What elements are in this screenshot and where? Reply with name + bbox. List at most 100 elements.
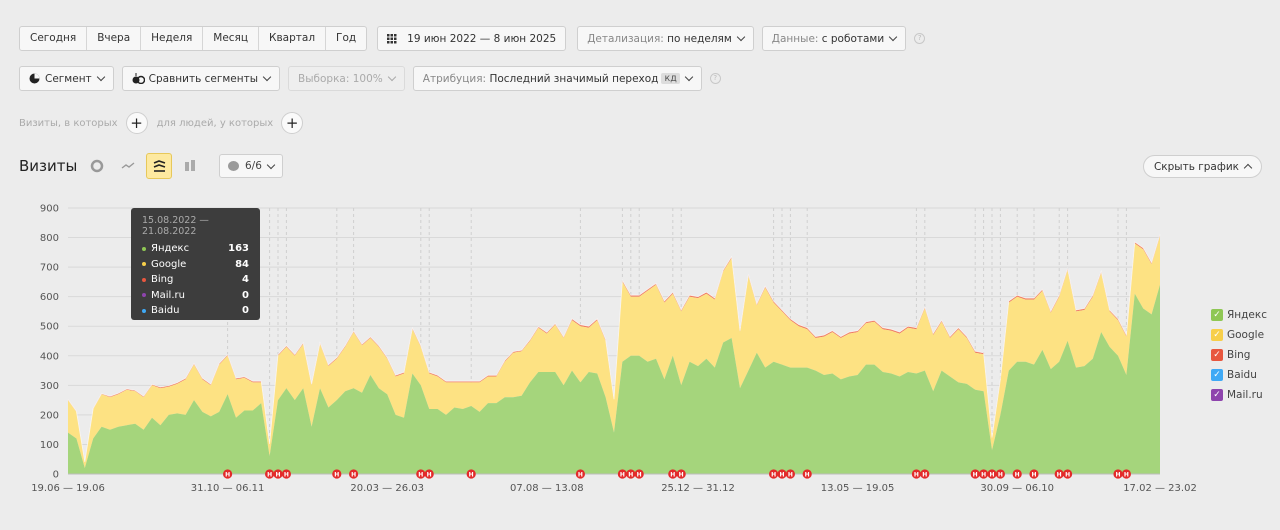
visits-filter-label: Визиты, в которых bbox=[19, 117, 118, 129]
compare-segments-dropdown[interactable]: Сравнить сегменты bbox=[121, 66, 281, 91]
area-chart-toggle[interactable] bbox=[146, 153, 172, 179]
date-range-button[interactable]: 19 июн 2022 — 8 июн 2025 bbox=[377, 26, 567, 51]
legend-item-bing[interactable]: ✓ Bing bbox=[1211, 345, 1267, 365]
note-marker bbox=[979, 469, 989, 479]
note-marker-label: Н bbox=[351, 472, 356, 479]
chevron-down-icon bbox=[266, 160, 276, 169]
note-marker bbox=[332, 469, 342, 479]
info-icon[interactable]: ? bbox=[709, 73, 721, 84]
stacked-area-icon bbox=[153, 160, 165, 172]
y-tick-label: 300 bbox=[40, 381, 59, 392]
sample-dropdown[interactable]: Выборка: 100% bbox=[288, 66, 405, 91]
period-month-button[interactable]: Месяц bbox=[203, 27, 260, 50]
note-marker-label: Н bbox=[922, 472, 927, 479]
legend-label: Яндекс bbox=[1227, 309, 1267, 321]
note-marker bbox=[1121, 469, 1131, 479]
bar-chart-toggle[interactable] bbox=[177, 153, 203, 179]
y-tick-label: 600 bbox=[40, 292, 59, 303]
attribution-label: Атрибуция: bbox=[422, 72, 487, 85]
note-marker bbox=[634, 469, 644, 479]
detail-value: по неделям bbox=[667, 32, 732, 45]
y-tick-label: 900 bbox=[40, 204, 59, 215]
legend-item-mailru[interactable]: ✓ Mail.ru bbox=[1211, 385, 1267, 405]
period-yesterday-button[interactable]: Вчера bbox=[87, 27, 142, 50]
note-marker-label: Н bbox=[1057, 472, 1062, 479]
legend-label: Google bbox=[1227, 329, 1265, 341]
checkbox-icon: ✓ bbox=[1211, 369, 1223, 381]
note-marker-label: Н bbox=[334, 472, 339, 479]
x-tick-label: 25.12 — 31.12 bbox=[661, 483, 735, 494]
note-marker-label: Н bbox=[805, 472, 810, 479]
line-chart-icon bbox=[121, 162, 135, 169]
x-tick-label: 20.03 — 26.03 bbox=[350, 483, 424, 494]
notes-dropdown[interactable]: 6/6 bbox=[219, 154, 283, 178]
segment-label: Сегмент bbox=[45, 72, 92, 85]
note-marker bbox=[777, 469, 787, 479]
x-tick-label: 19.06 — 19.06 bbox=[31, 483, 105, 494]
note-marker bbox=[466, 469, 476, 479]
compare-label: Сравнить сегменты bbox=[148, 72, 259, 85]
y-tick-label: 0 bbox=[53, 470, 59, 481]
note-marker bbox=[281, 469, 291, 479]
tooltip-row-bing: Bing 4 bbox=[142, 272, 249, 288]
segment-dropdown[interactable]: Сегмент bbox=[19, 66, 114, 91]
legend-label: Bing bbox=[1227, 349, 1251, 361]
filter-row: Визиты, в которых + для людей, у которых… bbox=[19, 111, 312, 135]
period-year-button[interactable]: Год bbox=[336, 32, 357, 44]
tooltip-name: Baidu bbox=[151, 305, 180, 317]
note-marker-label: Н bbox=[998, 472, 1003, 479]
series-dot bbox=[142, 277, 146, 282]
legend-item-yandex[interactable]: ✓ Яндекс bbox=[1211, 305, 1267, 325]
tooltip-value: 163 bbox=[228, 243, 249, 255]
note-marker bbox=[1063, 469, 1073, 479]
tooltip-value: 84 bbox=[235, 258, 249, 270]
detail-dropdown[interactable]: Детализация: по неделям bbox=[577, 26, 754, 51]
hide-chart-button[interactable]: Скрыть график bbox=[1142, 155, 1262, 178]
detail-label: Детализация: bbox=[587, 32, 664, 45]
legend-item-google[interactable]: ✓ Google bbox=[1211, 325, 1267, 345]
add-people-filter-button[interactable]: + bbox=[281, 112, 304, 134]
note-marker bbox=[1113, 469, 1123, 479]
line-chart-toggle[interactable] bbox=[115, 153, 141, 179]
series-area-yandex bbox=[68, 284, 1160, 474]
note-marker bbox=[970, 469, 980, 479]
info-icon[interactable]: ? bbox=[914, 33, 926, 44]
y-tick-label: 500 bbox=[40, 322, 59, 333]
tooltip-value: 4 bbox=[242, 274, 249, 286]
note-marker bbox=[920, 469, 930, 479]
period-today-button[interactable]: Сегодня bbox=[20, 27, 88, 50]
attribution-dropdown[interactable]: Атрибуция: Последний значимый переход кд bbox=[412, 66, 702, 91]
sample-label: Выборка: bbox=[298, 72, 350, 85]
attribution-tag: кд bbox=[661, 73, 680, 84]
period-toolbar: Сегодня Вчера Неделя Месяц Квартал Год 1… bbox=[19, 26, 926, 51]
checkbox-icon: ✓ bbox=[1211, 309, 1223, 321]
series-dot bbox=[142, 262, 146, 267]
period-week-button[interactable]: Неделя bbox=[141, 27, 204, 50]
note-marker-label: Н bbox=[771, 472, 776, 479]
tooltip-name: Google bbox=[151, 258, 187, 270]
period-quarter-button[interactable]: Квартал bbox=[259, 27, 327, 50]
note-marker-label: Н bbox=[578, 472, 583, 479]
pie-icon bbox=[29, 73, 40, 84]
hide-chart-label: Скрыть график bbox=[1153, 160, 1239, 173]
legend-label: Baidu bbox=[1227, 369, 1257, 381]
note-marker bbox=[273, 469, 283, 479]
legend-item-baidu[interactable]: ✓ Baidu bbox=[1211, 365, 1267, 385]
y-tick-label: 400 bbox=[40, 351, 59, 362]
x-tick-label: 30.09 — 06.10 bbox=[980, 483, 1054, 494]
add-visits-filter-button[interactable]: + bbox=[125, 112, 148, 134]
x-tick-label: 13.05 — 19.05 bbox=[821, 483, 895, 494]
pie-chart-toggle[interactable] bbox=[84, 153, 110, 179]
date-range-text: 19 июн 2022 — 8 июн 2025 bbox=[407, 32, 557, 45]
note-marker-label: Н bbox=[418, 472, 423, 479]
y-tick-label: 700 bbox=[40, 263, 59, 274]
note-marker-label: Н bbox=[989, 472, 994, 479]
note-marker-label: Н bbox=[973, 472, 978, 479]
note-marker-label: Н bbox=[1115, 472, 1120, 479]
data-dropdown[interactable]: Данные: с роботами bbox=[761, 26, 907, 51]
series-outline bbox=[67, 234, 1161, 462]
note-marker bbox=[1029, 469, 1039, 479]
note-marker bbox=[349, 469, 359, 479]
note-marker bbox=[668, 469, 678, 479]
